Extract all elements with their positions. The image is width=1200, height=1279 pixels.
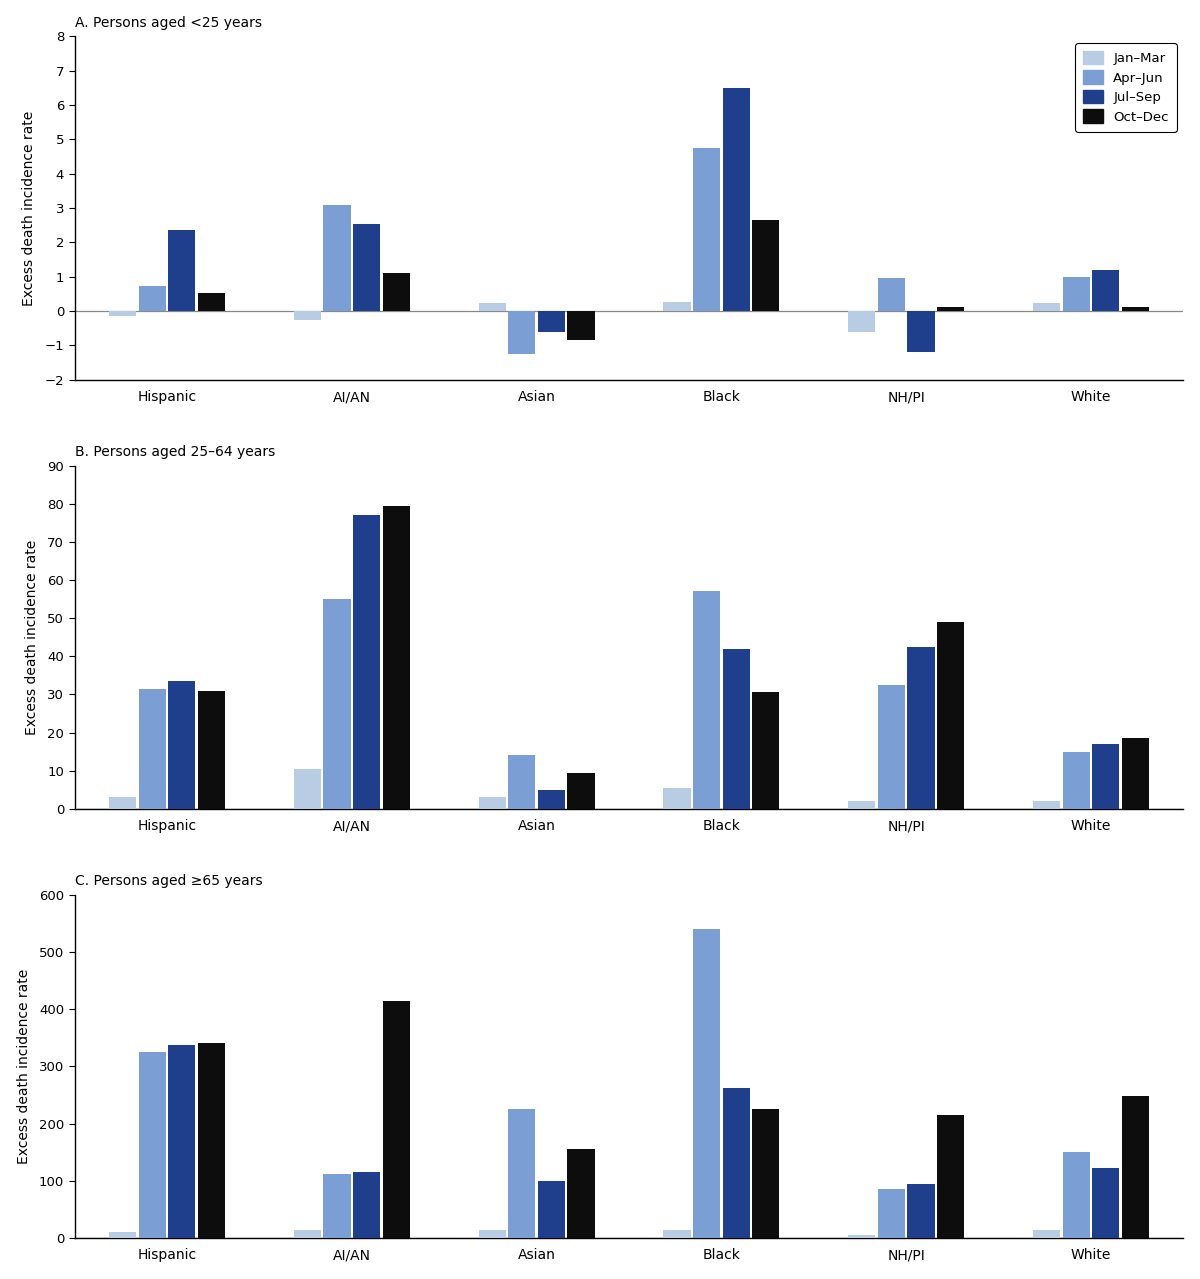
Bar bbox=[109, 311, 137, 316]
Bar bbox=[538, 311, 565, 333]
Bar bbox=[937, 622, 964, 808]
Bar bbox=[353, 1172, 380, 1238]
Bar bbox=[752, 1109, 779, 1238]
Bar bbox=[479, 303, 506, 311]
Bar bbox=[294, 769, 322, 808]
Bar bbox=[907, 647, 935, 808]
Bar bbox=[848, 1236, 876, 1238]
Bar bbox=[877, 684, 905, 808]
Bar bbox=[509, 1109, 535, 1238]
Bar bbox=[383, 1000, 409, 1238]
Y-axis label: Excess death incidence rate: Excess death incidence rate bbox=[17, 968, 31, 1164]
Bar bbox=[294, 1230, 322, 1238]
Bar bbox=[722, 1088, 750, 1238]
Bar bbox=[1122, 738, 1148, 808]
Bar bbox=[568, 773, 594, 808]
Bar bbox=[568, 1150, 594, 1238]
Bar bbox=[324, 1174, 350, 1238]
Bar bbox=[752, 692, 779, 808]
Bar bbox=[198, 691, 226, 808]
Bar bbox=[1033, 801, 1060, 808]
Bar bbox=[168, 680, 196, 808]
Bar bbox=[937, 307, 964, 311]
Bar bbox=[664, 302, 691, 311]
Bar bbox=[1092, 744, 1120, 808]
Bar bbox=[198, 293, 226, 311]
Bar bbox=[722, 88, 750, 311]
Bar bbox=[198, 1044, 226, 1238]
Bar bbox=[353, 224, 380, 311]
Bar bbox=[664, 788, 691, 808]
Bar bbox=[383, 274, 409, 311]
Bar bbox=[664, 1230, 691, 1238]
Bar bbox=[1092, 1168, 1120, 1238]
Bar bbox=[479, 1230, 506, 1238]
Bar bbox=[907, 311, 935, 352]
Y-axis label: Excess death incidence rate: Excess death incidence rate bbox=[23, 110, 36, 306]
Bar bbox=[848, 311, 876, 331]
Bar bbox=[722, 648, 750, 808]
Bar bbox=[509, 311, 535, 354]
Bar bbox=[848, 801, 876, 808]
Bar bbox=[139, 688, 166, 808]
Bar bbox=[383, 505, 409, 808]
Bar bbox=[294, 311, 322, 320]
Bar bbox=[168, 230, 196, 311]
Bar bbox=[568, 311, 594, 340]
Bar bbox=[538, 1181, 565, 1238]
Text: C. Persons aged ≥65 years: C. Persons aged ≥65 years bbox=[74, 874, 263, 888]
Bar bbox=[694, 148, 720, 311]
Bar bbox=[538, 789, 565, 808]
Bar bbox=[694, 591, 720, 808]
Bar bbox=[694, 929, 720, 1238]
Bar bbox=[509, 756, 535, 808]
Bar bbox=[139, 1053, 166, 1238]
Bar bbox=[479, 797, 506, 808]
Bar bbox=[752, 220, 779, 311]
Bar bbox=[1122, 1096, 1148, 1238]
Bar bbox=[1122, 307, 1148, 311]
Bar bbox=[1062, 276, 1090, 311]
Bar bbox=[324, 205, 350, 311]
Bar bbox=[139, 286, 166, 311]
Bar bbox=[1033, 303, 1060, 311]
Bar bbox=[937, 1115, 964, 1238]
Bar bbox=[877, 279, 905, 311]
Bar bbox=[877, 1189, 905, 1238]
Bar bbox=[1062, 1152, 1090, 1238]
Bar bbox=[1062, 752, 1090, 808]
Bar bbox=[324, 599, 350, 808]
Bar bbox=[109, 797, 137, 808]
Text: A. Persons aged <25 years: A. Persons aged <25 years bbox=[74, 15, 262, 29]
Bar bbox=[1092, 270, 1120, 311]
Bar bbox=[353, 515, 380, 808]
Bar bbox=[168, 1045, 196, 1238]
Bar bbox=[1033, 1230, 1060, 1238]
Bar bbox=[109, 1232, 137, 1238]
Text: B. Persons aged 25–64 years: B. Persons aged 25–64 years bbox=[74, 445, 275, 459]
Legend: Jan–Mar, Apr–Jun, Jul–Sep, Oct–Dec: Jan–Mar, Apr–Jun, Jul–Sep, Oct–Dec bbox=[1075, 43, 1177, 132]
Y-axis label: Excess death incidence rate: Excess death incidence rate bbox=[25, 540, 40, 735]
Bar bbox=[907, 1183, 935, 1238]
